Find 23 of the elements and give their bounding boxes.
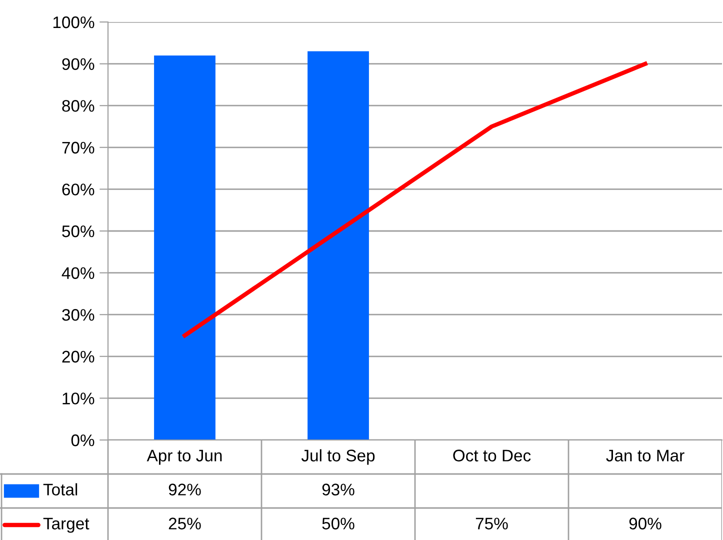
x-tick-label: Apr to Jun xyxy=(146,450,222,465)
y-tick-label: 10% xyxy=(62,392,94,404)
data-label: 50% xyxy=(322,518,354,530)
x-tick-label: Jan to Mar xyxy=(606,450,684,462)
y-tick-label: 100% xyxy=(53,16,94,28)
x-tick-label: Oct to Dec xyxy=(453,450,531,462)
y-tick-label: 0% xyxy=(71,434,94,446)
y-tick-label: 80% xyxy=(62,100,94,112)
y-tick-label: 20% xyxy=(62,350,94,363)
y-tick-label: 70% xyxy=(62,142,94,154)
y-tick-label: 40% xyxy=(62,267,94,280)
data-label: 90% xyxy=(629,518,662,530)
data-label: 92% xyxy=(168,484,201,496)
y-tick-label: 30% xyxy=(62,309,94,321)
legend-label: Target xyxy=(43,518,90,533)
y-tick-label: 60% xyxy=(62,184,94,196)
legend-label: Total xyxy=(43,483,78,496)
y-tick-label: 50% xyxy=(62,225,94,238)
data-label: 25% xyxy=(168,518,201,530)
y-tick-label: 90% xyxy=(62,58,94,70)
x-tick-label: Jul to Sep xyxy=(301,449,375,465)
data-label: 75% xyxy=(476,518,508,530)
data-label: 93% xyxy=(322,484,354,496)
